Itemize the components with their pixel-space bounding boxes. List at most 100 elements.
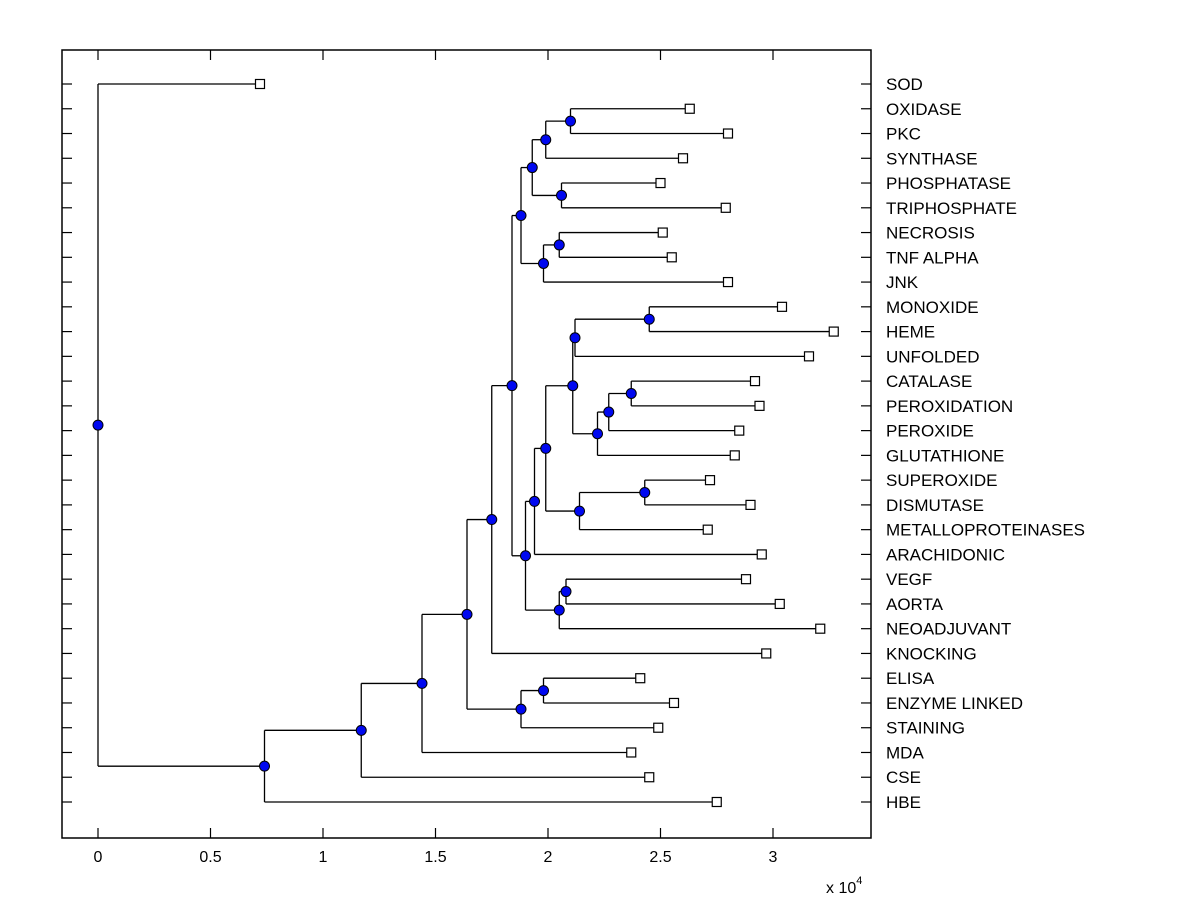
internal-node-marker[interactable]	[355, 724, 367, 736]
internal-node-marker[interactable]	[556, 189, 567, 201]
leaf-marker[interactable]	[828, 326, 839, 337]
internal-node-marker[interactable]	[625, 387, 637, 399]
leaf-marker[interactable]	[657, 227, 668, 238]
leaf-label-dismutase: DISMUTASE	[886, 496, 984, 515]
leaf-marker[interactable]	[815, 623, 826, 634]
internal-node-marker[interactable]	[259, 760, 270, 772]
leaf-marker[interactable]	[644, 772, 655, 783]
leaf-label-knocking: KNOCKING	[886, 644, 977, 663]
leaf-marker[interactable]	[754, 400, 765, 411]
internal-node-marker[interactable]	[643, 313, 655, 325]
leaf-label-cse: CSE	[886, 768, 921, 787]
leaf-label-oxidase: OXIDASE	[886, 100, 962, 119]
leaf-marker[interactable]	[749, 376, 761, 387]
leaf-label-metalloproteinases: METALLOPROTEINASES	[886, 521, 1085, 540]
leaf-label-phosphatase: PHOSPHATASE	[886, 174, 1011, 193]
leaf-label-peroxidation: PEROXIDATION	[886, 397, 1013, 416]
leaf-label-peroxide: PEROXIDE	[886, 422, 974, 441]
leaf-label-synthase: SYNTHASE	[886, 149, 978, 168]
leaf-marker[interactable]	[702, 524, 713, 535]
leaf-marker[interactable]	[761, 648, 772, 659]
leaf-marker[interactable]	[803, 351, 815, 362]
leaf-label-superoxide: SUPEROXIDE	[886, 471, 997, 490]
leaf-marker[interactable]	[626, 747, 637, 758]
x-tick-label: 3	[769, 849, 778, 866]
internal-node-marker[interactable]	[592, 428, 603, 440]
leaf-label-pkc: PKC	[886, 125, 921, 144]
leaf-label-jnk: JNK	[886, 273, 919, 292]
internal-node-marker[interactable]	[92, 419, 104, 431]
internal-node-marker[interactable]	[569, 332, 581, 344]
x-tick-label: 2.5	[649, 849, 671, 866]
leaf-marker[interactable]	[635, 673, 646, 684]
leaf-marker[interactable]	[720, 202, 731, 213]
x-tick-label: 0.5	[199, 849, 221, 866]
leaf-marker[interactable]	[653, 722, 664, 733]
leaf-marker[interactable]	[254, 78, 266, 90]
leaf-marker[interactable]	[729, 450, 740, 461]
internal-node-marker[interactable]	[567, 380, 579, 392]
internal-node-marker[interactable]	[540, 134, 552, 146]
internal-node-marker[interactable]	[416, 677, 428, 689]
leaf-label-aorta: AORTA	[886, 595, 944, 614]
x-axis-exponent-label: x 104	[826, 875, 862, 897]
leaf-label-triphosphate: TRIPHOSPHATE	[886, 199, 1017, 218]
leaf-marker[interactable]	[734, 425, 745, 436]
leaf-marker[interactable]	[722, 276, 734, 288]
internal-node-marker[interactable]	[515, 703, 527, 715]
leaf-label-neoadjuvant: NEOADJUVANT	[886, 620, 1011, 639]
internal-node-marker[interactable]	[526, 162, 538, 174]
leaf-marker[interactable]	[666, 252, 677, 263]
internal-node-marker[interactable]	[560, 586, 572, 598]
internal-node-marker[interactable]	[574, 505, 585, 517]
internal-node-marker[interactable]	[553, 239, 565, 251]
leaf-marker[interactable]	[756, 549, 767, 560]
leaf-marker[interactable]	[677, 153, 689, 164]
internal-node-marker[interactable]	[639, 487, 651, 499]
leaf-marker[interactable]	[684, 103, 695, 114]
leaf-label-staining: STAINING	[886, 719, 965, 738]
leaf-label-hbe: HBE	[886, 793, 921, 812]
x-tick-label: 1	[319, 849, 328, 866]
internal-node-marker[interactable]	[486, 514, 498, 526]
leaf-label-sod: SOD	[886, 75, 923, 94]
x-tick-label: 1.5	[424, 849, 446, 866]
internal-node-marker[interactable]	[553, 604, 565, 616]
x-tick-label: 2	[544, 849, 553, 866]
leaf-label-catalase: CATALASE	[886, 372, 972, 391]
leaf-marker[interactable]	[704, 475, 716, 486]
leaf-marker[interactable]	[655, 177, 666, 189]
internal-node-marker[interactable]	[506, 380, 518, 392]
leaf-label-enzyme-linked: ENZYME LINKED	[886, 694, 1023, 713]
leaf-marker[interactable]	[668, 697, 680, 709]
internal-node-marker[interactable]	[565, 115, 576, 127]
leaf-label-arachidonic: ARACHIDONIC	[886, 545, 1005, 564]
internal-node-marker[interactable]	[540, 442, 552, 454]
leaf-label-necrosis: NECROSIS	[886, 224, 975, 243]
internal-node-marker[interactable]	[529, 495, 540, 507]
leaf-marker[interactable]	[711, 796, 722, 808]
leaf-label-unfolded: UNFOLDED	[886, 347, 980, 366]
leaf-marker[interactable]	[774, 598, 785, 610]
leaf-label-heme: HEME	[886, 323, 935, 342]
leaf-label-glutathione: GLUTATHIONE	[886, 446, 1004, 465]
internal-node-marker[interactable]	[538, 257, 549, 269]
internal-node-marker[interactable]	[603, 406, 615, 418]
leaf-label-vegf: VEGF	[886, 570, 932, 589]
leaf-marker[interactable]	[745, 499, 756, 510]
leaf-marker[interactable]	[740, 574, 752, 585]
leaf-marker[interactable]	[776, 301, 788, 312]
internal-node-marker[interactable]	[520, 550, 531, 562]
axes-box	[61, 49, 872, 839]
internal-node-marker[interactable]	[515, 210, 527, 222]
leaf-marker[interactable]	[722, 128, 734, 139]
leaf-label-mda: MDA	[886, 743, 924, 762]
x-axis-exponent-superscript: 4	[856, 875, 862, 887]
internal-node-marker[interactable]	[461, 608, 473, 620]
internal-node-marker[interactable]	[538, 685, 549, 697]
leaf-label-tnf-alpha: TNF ALPHA	[886, 248, 979, 267]
x-tick-label: 0	[94, 849, 103, 866]
